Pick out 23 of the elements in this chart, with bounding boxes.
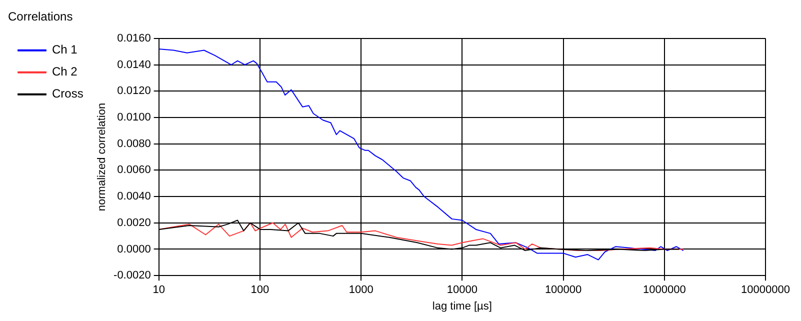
x-tick-label: 10 (152, 284, 165, 296)
y-tick-label: 0.0120 (117, 85, 151, 98)
x-tick-label: 10000000 (741, 284, 790, 296)
y-tick-label: 0.0000 (117, 243, 151, 256)
legend-label: Ch 1 (52, 42, 78, 57)
y-tick-label: 0.0100 (117, 112, 151, 124)
y-axis-title: normalized correlation (96, 102, 108, 212)
x-tick-label: 10000 (446, 284, 478, 296)
legend-label: Ch 2 (52, 64, 78, 79)
x-axis-title: lag time [µs] (432, 300, 492, 312)
legend-label: Cross (52, 86, 84, 101)
y-tick-label: 0.0020 (117, 216, 151, 229)
y-tick-label: 0.0040 (117, 190, 151, 203)
y-tick-label: 0.0160 (117, 32, 151, 44)
x-tick-label: 100 (250, 284, 270, 296)
x-tick-label: 1000000 (643, 284, 686, 296)
x-tick-label: 100000 (544, 284, 582, 296)
y-tick-label: 0.0080 (117, 138, 151, 150)
y-tick-label: 0.0140 (117, 58, 151, 71)
text: Correlations (8, 10, 73, 24)
y-tick-label: -0.0020 (114, 270, 151, 282)
y-tick-label: 0.0060 (117, 164, 151, 176)
x-tick-label: 1000 (348, 284, 374, 296)
